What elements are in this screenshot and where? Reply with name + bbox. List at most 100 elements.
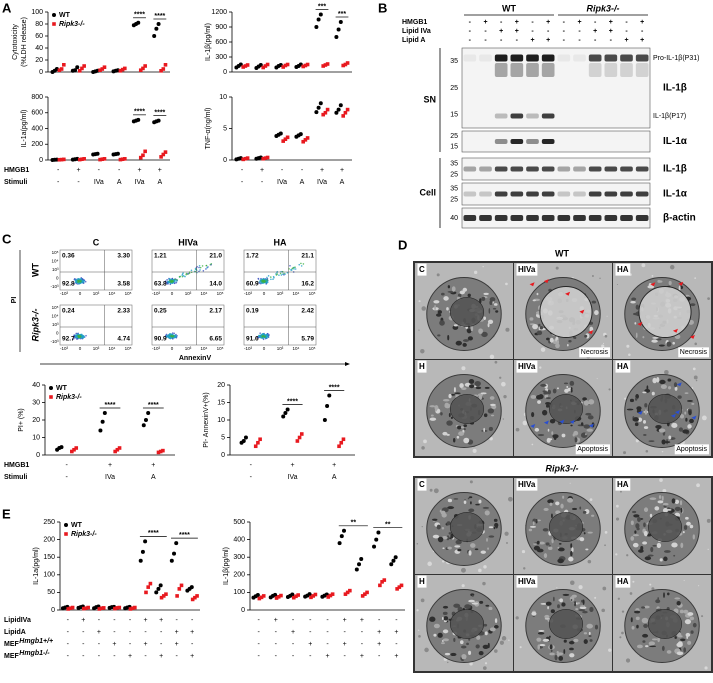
em-texture: [507, 496, 513, 502]
em-organelle: [487, 547, 489, 550]
event-dot: [257, 336, 260, 339]
data-point: [161, 152, 166, 157]
data-point: [337, 541, 342, 546]
flow-plot: [243, 304, 317, 346]
blot-band: [526, 139, 539, 144]
em-organelle: [475, 503, 480, 506]
row-label: HMGB1: [4, 167, 29, 174]
em-organelle: [661, 645, 665, 651]
treatment-sign: -: [531, 19, 534, 26]
em-organelle: [531, 611, 537, 616]
em-organelle: [488, 426, 493, 431]
data-point: [82, 157, 86, 161]
em-organelle: [579, 606, 587, 610]
em-texture: [522, 420, 528, 426]
em-organelle: [634, 422, 639, 427]
event-dot: [77, 278, 80, 280]
em-texture: [494, 360, 498, 364]
em-organelle: [680, 638, 686, 642]
event-dot: [167, 335, 170, 337]
em-organelle: [549, 652, 555, 656]
em-organelle: [463, 437, 470, 444]
em-organelle: [432, 518, 438, 521]
blot-band: [588, 166, 602, 172]
em-organelle: [548, 635, 551, 638]
em-texture: [505, 282, 508, 286]
event-dot: [265, 282, 268, 284]
blot-band: [620, 54, 633, 62]
em-organelle: [674, 636, 677, 639]
blot-band: [526, 191, 539, 197]
treatment-sign: -: [563, 37, 566, 44]
em-texture: [692, 367, 696, 371]
x-tick-label: 10⁴: [109, 291, 116, 296]
em-organelle: [490, 414, 495, 417]
em-organelle: [456, 435, 460, 439]
blot-panel: [461, 182, 651, 206]
data-point: [343, 110, 348, 115]
em-texture: [461, 567, 466, 573]
event-dot: [168, 281, 171, 284]
em-organelle: [444, 403, 451, 409]
treatment-sign: +: [515, 28, 519, 35]
event-dot: [300, 262, 302, 265]
data-point: [72, 447, 76, 452]
treatment-sign: -: [516, 37, 519, 44]
event-dot: [202, 269, 205, 272]
em-organelle: [433, 300, 440, 304]
row-value: +: [377, 629, 381, 636]
em-organelle: [649, 497, 657, 501]
em-organelle: [479, 600, 484, 604]
em-organelle: [447, 334, 450, 341]
y-tick-label: 300: [233, 554, 245, 561]
em-organelle: [468, 508, 475, 513]
em-organelle: [441, 536, 448, 540]
em-organelle: [458, 431, 465, 436]
em-texture: [420, 348, 425, 354]
row-value: +: [144, 617, 148, 624]
em-organelle: [489, 627, 496, 632]
em-texture: [417, 629, 420, 631]
treatment-sign: -: [469, 37, 472, 44]
data-point: [115, 151, 120, 156]
data-point: [295, 439, 300, 443]
data-point: [261, 594, 266, 598]
y-tick-label: 200: [31, 141, 43, 148]
data-point: [117, 605, 122, 610]
legend-marker: [52, 13, 56, 17]
data-point: [118, 69, 123, 73]
em-organelle: [483, 292, 489, 296]
em-organelle: [642, 640, 646, 643]
row-value: -: [261, 179, 264, 186]
em-organelle: [484, 631, 488, 636]
data-point: [285, 407, 290, 412]
em-organelle: [549, 337, 554, 343]
row-value: +: [343, 641, 347, 648]
row-value: -: [257, 653, 260, 660]
row-value: -: [191, 617, 194, 624]
em-organelle: [652, 336, 659, 339]
em-organelle: [436, 524, 441, 530]
em-organelle: [582, 599, 585, 605]
em-organelle: [557, 547, 565, 552]
em-organelle: [658, 344, 665, 347]
em-texture: [694, 277, 697, 279]
event-dot: [174, 279, 176, 282]
data-point: [258, 437, 262, 442]
em-organelle: [545, 542, 550, 546]
em-label: HIVa: [518, 577, 536, 586]
panel-label: E: [2, 506, 11, 521]
em-texture: [416, 609, 419, 612]
em-organelle: [663, 504, 667, 508]
event-dot: [272, 278, 274, 281]
em-organelle: [688, 410, 692, 416]
data-point: [363, 592, 367, 596]
event-dot: [206, 266, 208, 269]
em-organelle: [662, 502, 669, 506]
event-dot: [292, 267, 294, 269]
row-value: -: [113, 617, 116, 624]
em-organelle: [642, 541, 648, 545]
em-organelle: [482, 506, 490, 509]
quadrant-value: 1.72: [246, 253, 259, 260]
